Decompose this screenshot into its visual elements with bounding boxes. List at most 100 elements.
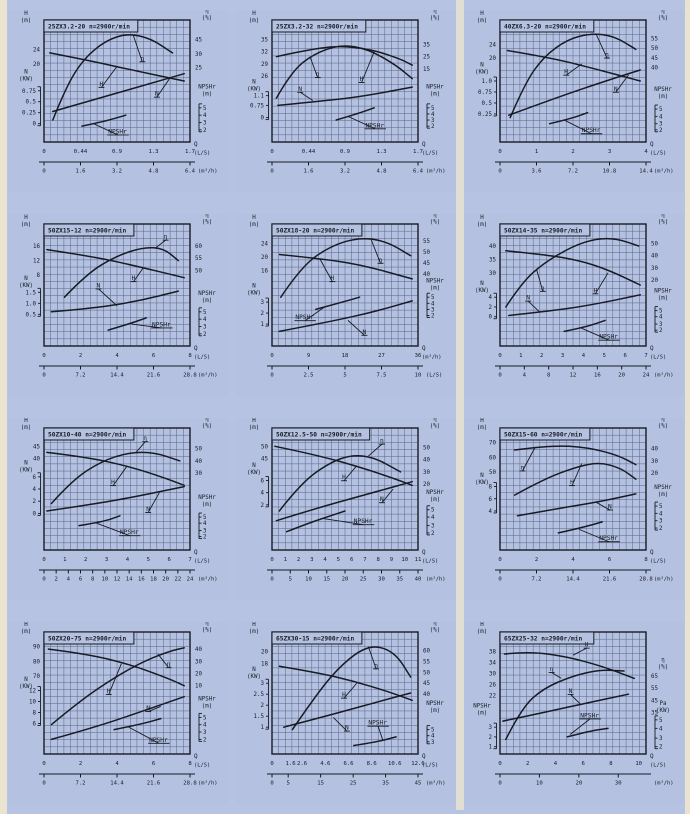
pump-curve-chart-9: 50ZX15-60 n=2900r/min H (m) 70 60 50 N (KW) 8 6 4 η… [464, 418, 684, 600]
curve-η [52, 34, 174, 121]
left-axis-tick-label: 0.5 [482, 101, 493, 107]
chart-canvas: 65ZX30-15 n=2900r/minH(m)2018N(KW)32.521… [236, 622, 456, 804]
curve-label-leader [321, 517, 364, 526]
left-axis-header: (m) [249, 425, 259, 431]
x-axis-tick-label-2: 28.8 [639, 577, 653, 583]
curve-label-leader [527, 300, 540, 313]
left-axis-tick-label: 3 [261, 300, 265, 306]
curve-label-NPSHr: NPSHr [582, 127, 601, 134]
left-axis-header: (m) [21, 425, 31, 431]
x-axis-tick-label-2: 14.4 [566, 577, 580, 583]
left-axis-tick-label: 0.75 [22, 89, 36, 95]
x-axis-tick-label-2: 0 [498, 781, 501, 787]
curve-η [63, 246, 180, 298]
x-axis-ruler [39, 365, 195, 370]
curve-label-N: N [345, 725, 349, 732]
right-axis-tick-label: 5 [431, 728, 435, 734]
x-axis-tick-label-2: 5 [287, 781, 290, 787]
x-axis-unit-1: (L/S) [194, 355, 210, 361]
left-axis-bracket [493, 292, 497, 320]
chart-paper [236, 10, 456, 192]
left-axis-tick-label: 60 [489, 455, 496, 461]
x-axis-tick-label-1: 6 [608, 557, 611, 563]
right-axis-header: (%) [430, 220, 440, 226]
x-axis-tick-label-2: 3.6 [531, 169, 541, 175]
right-axis-tick-label: 30 [423, 470, 430, 476]
right-axis-tick-label: 45 [651, 56, 658, 62]
x-axis-tick-label-1: 18 [342, 353, 349, 359]
right-axis-tick-label: 30 [651, 459, 658, 465]
x-axis-unit-2: (m³/h) [198, 372, 217, 379]
left-axis-tick-label: 16 [33, 244, 40, 250]
curve-label-NPSHr: NPSHr [149, 737, 168, 744]
right-axis-tick-label: 5 [203, 310, 207, 316]
flow-axis-q-label: Q [422, 549, 426, 556]
pump-curve-chart-11: 65ZX30-15 n=2900r/min H (m) 20 18 N (KW) 3 2.5 2 1… [236, 622, 456, 804]
left-axis-bracket [37, 472, 41, 516]
chart-title: 50ZX15-60 n=2900r/min [504, 431, 583, 439]
left-axis-tick-label: 4 [261, 491, 265, 497]
right-axis-header: NPSHr [426, 279, 444, 285]
right-axis-tick-label: 35 [651, 711, 658, 717]
curve-label-η: η [143, 435, 147, 442]
left-axis-tick-label: 12 [33, 259, 40, 265]
curve-label-leader [367, 646, 377, 670]
curve-N [52, 72, 185, 113]
right-axis-tick-label: 4 [659, 511, 663, 517]
curve-label-leader [596, 502, 611, 511]
curve-H [275, 45, 413, 66]
x-axis-tick-label-2: 12 [114, 577, 121, 583]
left-axis-tick-label: 0 [261, 116, 265, 122]
x-axis-tick-label-1: 6 [350, 557, 353, 563]
x-axis-tick-label-2: 30 [615, 781, 622, 787]
x-axis-tick-label-2: 8 [547, 373, 551, 379]
curve-N [50, 695, 185, 741]
x-axis-tick-label-1: 0 [42, 353, 45, 359]
x-axis-unit-2: (m³/h) [654, 168, 673, 175]
left-axis-tick-label: 10 [29, 700, 36, 706]
right-axis-tick-label: 5 [203, 106, 207, 112]
x-axis-tick-label-2: 10 [415, 373, 422, 379]
chart-title: 50ZX15-12 n=2900r/min [48, 227, 127, 235]
left-axis-tick-label: 1 [261, 725, 265, 731]
curve-η [505, 669, 625, 741]
x-axis-tick-label-2: 12 [570, 373, 577, 379]
left-axis-tick-label: 6 [33, 722, 37, 728]
right-axis-tick-label: 20 [651, 471, 658, 477]
x-axis-tick-label-1: 2 [526, 761, 529, 767]
left-axis-bracket [265, 476, 269, 508]
right-axis-header: η [661, 418, 665, 423]
x-axis-tick-label-2: 10.8 [603, 169, 617, 175]
x-axis-tick-label-2: 0 [270, 373, 273, 379]
left-axis-tick-label: 16 [261, 268, 268, 274]
chart-title: 50ZX18-20 n=2900r/min [276, 227, 355, 235]
right-axis-tick-label: 4 [431, 301, 435, 307]
pump-curve-chart-8: 50ZX12.5-50 n=2900r/min H (m) 50 45 N (KW) 6 4 2 η… [236, 418, 456, 600]
curve-H [278, 665, 413, 702]
curve-label-leader [93, 123, 119, 136]
right-axis-tick-label: 20 [423, 482, 430, 488]
curve-label-NPSHr: NPSHr [599, 334, 618, 341]
right-axis-tick-label: 5 [203, 515, 207, 521]
left-axis-bracket [37, 287, 41, 317]
right-axis-tick-label: 60 [195, 244, 202, 250]
x-axis-tick-label-2: 21.6 [603, 577, 616, 583]
right-axis-tick-label: 55 [651, 36, 658, 42]
left-axis-tick-label: 8 [489, 485, 493, 491]
left-axis-tick-label: 70 [33, 674, 40, 680]
chart-canvas: 65ZX25-32 n=2900r/minH(m)3834302622NPSHr… [464, 622, 684, 804]
x-axis-unit-1: (L/S) [422, 559, 438, 565]
left-axis-tick-label: 6 [261, 478, 265, 484]
x-axis-tick-label-2: 14 [126, 577, 133, 583]
curve-label-leader [347, 115, 376, 130]
x-axis-tick-label-1: 1.3 [376, 149, 386, 155]
x-axis-tick-label-1: 6 [582, 761, 585, 767]
left-axis-tick-label: 4 [33, 487, 37, 493]
right-axis-tick-label: 30 [195, 52, 202, 58]
right-axis-tick-label: 50 [423, 250, 430, 256]
right-axis-tick-label: 4 [203, 317, 207, 323]
chart-title-box [499, 427, 591, 441]
x-axis-tick-label-1: 8 [644, 557, 648, 563]
right-axis-header: (m) [202, 502, 212, 508]
x-axis-tick-label-1: 7 [644, 353, 647, 359]
